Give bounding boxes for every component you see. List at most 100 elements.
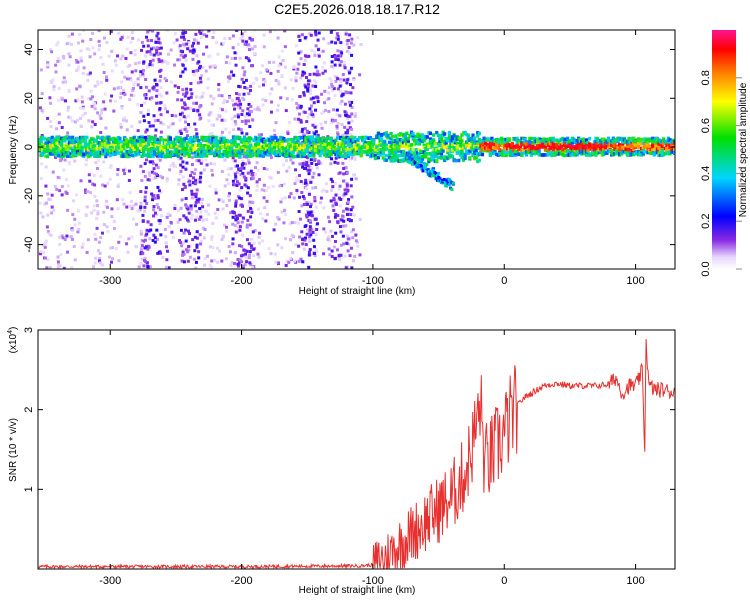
spectrogram-cell [182, 37, 186, 41]
spectrogram-cell [139, 206, 143, 210]
spectrogram-cell [85, 47, 89, 51]
spectrogram-cell [151, 146, 155, 151]
spectrogram-cell [570, 141, 574, 145]
spectrogram-cell [168, 168, 172, 172]
spectrogram-cell [446, 139, 450, 143]
spectrogram-cell [130, 70, 134, 74]
spectrogram-cell [250, 237, 254, 241]
spectrogram-cell [182, 88, 186, 92]
spectrogram-cell [312, 101, 316, 105]
spectrogram-cell [332, 202, 336, 206]
spectrogram-cell [337, 145, 341, 150]
spectrogram-cell [87, 48, 91, 52]
spectrogram-cell [159, 46, 163, 50]
spectrogram-cell [50, 193, 54, 197]
spectrogram-cell [187, 178, 191, 182]
spectrogram-cell [188, 244, 192, 248]
spectrogram-cell [93, 144, 97, 148]
spectrogram-cell [201, 205, 205, 209]
spectrogram-cell [330, 234, 334, 238]
spectrogram-cell [307, 201, 311, 205]
spectrogram-cell [180, 98, 184, 102]
spectrogram-cell [88, 71, 92, 75]
spectrogram-cell [210, 64, 214, 68]
spectrogram-cell [346, 237, 350, 241]
spectrogram-cell [136, 102, 140, 106]
spectrogram-cell [652, 147, 656, 152]
spectrogram-cell [48, 96, 52, 100]
spectrogram-cell [241, 160, 245, 164]
spectrogram-cell [228, 150, 232, 154]
spectrogram-cell [238, 135, 242, 140]
spectrogram-cell [210, 237, 214, 241]
spectrogram-cell [641, 151, 645, 156]
spectrogram-cell [564, 146, 568, 151]
spectrogram-cell [118, 136, 122, 141]
spectrogram-cell [44, 184, 48, 188]
spectrogram-cell [170, 114, 174, 118]
spectrogram-cell [88, 55, 92, 59]
spectrogram-cell [335, 126, 339, 130]
spectrogram-cell [158, 208, 162, 212]
spectrogram-cell [302, 91, 306, 95]
spectrogram-cell [129, 136, 133, 141]
spectrogram-cell [346, 143, 351, 147]
spectrogram-cell [302, 63, 306, 67]
spectrogram-cell [297, 120, 301, 124]
spectrogram-cell [89, 97, 93, 101]
spectrogram-cell [435, 158, 439, 163]
spectrogram-cell [173, 63, 177, 67]
spectrogram-cell [243, 85, 247, 89]
spectrogram-cell [220, 259, 224, 263]
spectrogram-cell [341, 234, 345, 238]
spectrogram-cell [123, 135, 127, 140]
spectrogram-cell [92, 208, 96, 212]
spectrogram-cell [299, 150, 303, 155]
spectrogram-cell [238, 228, 242, 232]
spectrogram-cell [179, 155, 183, 159]
spectrogram-cell [153, 134, 157, 138]
spectrogram-cell [349, 213, 353, 217]
spectrogram-cell [308, 168, 312, 172]
spectrogram-cell [146, 264, 150, 268]
spectrogram-cell [159, 74, 163, 78]
spectrogram-cell [330, 255, 334, 259]
spectrogram-cell [225, 225, 229, 229]
spectrogram-cell [315, 222, 319, 226]
spectrogram-cell [141, 219, 145, 223]
spectrogram-cell [45, 225, 49, 229]
spectrogram-cell [72, 245, 76, 249]
spectrogram-cell [427, 144, 431, 149]
spectrogram-cell [264, 188, 268, 192]
spectrogram-cell [196, 41, 200, 45]
spectrogram-cell [231, 34, 235, 38]
spectrogram-cell [392, 141, 396, 145]
spectrogram-cell [58, 189, 62, 193]
spectrogram-cell [266, 152, 270, 157]
spectrogram-cell [189, 204, 193, 208]
spectrogram-cell [194, 101, 198, 105]
spectrogram-cell [152, 214, 156, 218]
spectrogram-cell [334, 193, 338, 197]
spectrogram-cell [158, 222, 162, 226]
spectrogram-cell [556, 148, 560, 153]
spectrogram-cell [314, 85, 318, 89]
spectrogram-cell [188, 125, 192, 129]
spectrogram-cell [41, 153, 45, 157]
spectrogram-cell [112, 227, 116, 231]
spectrogram-cell [343, 134, 347, 138]
spectrogram-cell [308, 213, 312, 217]
spectrogram-cell [318, 153, 322, 158]
spectrogram-cell [307, 54, 311, 58]
spectrogram-cell [159, 85, 163, 89]
spectrogram-cell [312, 141, 316, 146]
spectrogram-cell [569, 145, 573, 149]
spectrogram-cell [313, 195, 317, 199]
spectrogram-cell [93, 261, 97, 265]
spectrogram-cell [354, 177, 358, 181]
spectrogram-cell [41, 215, 45, 219]
spectrogram-cell [190, 213, 194, 217]
spectrogram-cell [155, 89, 159, 93]
spectrogram-cell [354, 239, 358, 243]
spectrogram-cell [314, 82, 318, 86]
